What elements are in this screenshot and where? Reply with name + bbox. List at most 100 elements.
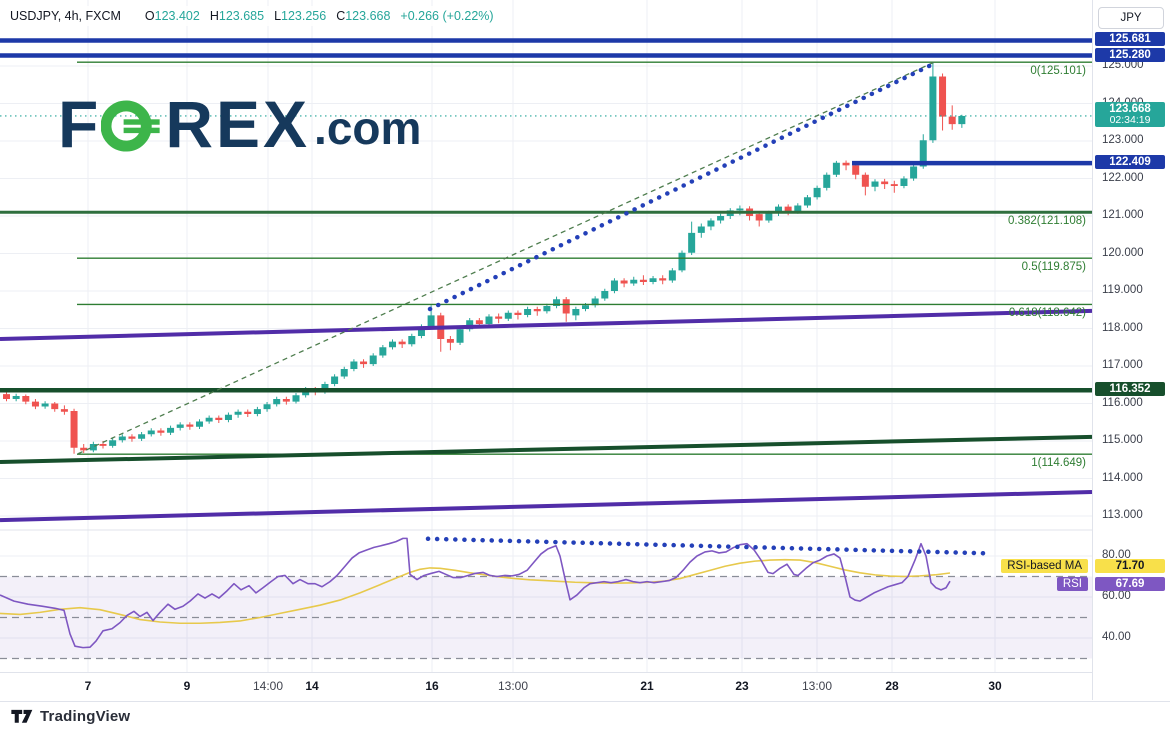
candle-body bbox=[939, 76, 947, 117]
candle bbox=[717, 213, 725, 224]
forex-com-watermark: F REX .com bbox=[58, 91, 421, 157]
candle-body bbox=[717, 216, 725, 221]
fib-level-label: 0.382(121.108) bbox=[1007, 214, 1086, 227]
candle bbox=[852, 162, 860, 180]
low-value: 123.256 bbox=[281, 9, 327, 23]
candle bbox=[929, 62, 937, 143]
price-level-chip: 125.681 bbox=[1095, 32, 1165, 47]
candle bbox=[524, 306, 532, 318]
candle-body bbox=[601, 291, 609, 299]
candle-body bbox=[340, 369, 348, 377]
candle bbox=[234, 409, 242, 418]
price-tick: 119.000 bbox=[1102, 284, 1143, 296]
candle bbox=[70, 408, 78, 454]
candle bbox=[861, 172, 869, 196]
candle bbox=[437, 312, 445, 352]
candle-body bbox=[350, 361, 358, 369]
candle-body bbox=[620, 280, 628, 284]
candle-body bbox=[263, 404, 271, 410]
candle-body bbox=[215, 417, 223, 420]
price-tick: 114.000 bbox=[1102, 471, 1143, 484]
candle-body bbox=[253, 409, 261, 414]
candle bbox=[823, 172, 831, 191]
candle bbox=[610, 278, 618, 294]
rsi-ma-label[interactable]: RSI-based MA bbox=[1001, 559, 1088, 573]
candle bbox=[109, 438, 117, 448]
candle-body bbox=[379, 347, 387, 356]
rsi-label[interactable]: RSI bbox=[1056, 577, 1088, 592]
candle bbox=[755, 211, 763, 227]
candle-body bbox=[668, 270, 676, 281]
candle-body bbox=[572, 309, 580, 316]
candle-body bbox=[832, 162, 840, 175]
candle-body bbox=[514, 312, 522, 315]
candle bbox=[224, 412, 232, 423]
candle-body bbox=[292, 395, 300, 402]
rsi-divergence-dotted[interactable] bbox=[425, 536, 991, 556]
candle-body bbox=[51, 403, 59, 410]
uptrend-dotted[interactable] bbox=[427, 61, 936, 312]
candle-body bbox=[417, 326, 425, 336]
current-price-chip: 123.668 02:34:19 bbox=[1095, 101, 1165, 127]
symbol-legend: USDJPY, 4h, FXCM O 123.402 H 123.685 L 123.… bbox=[10, 6, 502, 26]
candle bbox=[282, 396, 290, 405]
candle bbox=[128, 434, 136, 442]
candle-body bbox=[794, 205, 802, 212]
candle bbox=[871, 179, 879, 192]
candle bbox=[591, 296, 599, 308]
candle bbox=[292, 393, 300, 404]
candle bbox=[360, 359, 368, 368]
candle bbox=[51, 402, 59, 412]
candle bbox=[562, 297, 570, 322]
chip-price: 123.668 bbox=[1109, 102, 1151, 115]
candle-body bbox=[99, 444, 107, 446]
time-axis[interactable]: 7 9 14:00 14 16 13:00 21 23 13:00 28 30 bbox=[0, 672, 1170, 702]
candle-body bbox=[80, 447, 88, 451]
fib-baseline-dashed[interactable] bbox=[77, 61, 935, 455]
change-value: +0.266 (+0.22%) bbox=[400, 9, 494, 23]
tradingview-attribution[interactable]: TradingView bbox=[10, 706, 130, 726]
candle-body bbox=[697, 226, 705, 233]
candle-body bbox=[3, 394, 10, 399]
candle-body bbox=[466, 320, 474, 330]
candle bbox=[379, 345, 387, 358]
rsi-tick: 40.00 bbox=[1102, 631, 1131, 643]
candle-body bbox=[630, 279, 638, 284]
chip-price: 116.352 bbox=[1109, 383, 1151, 396]
candle bbox=[389, 339, 396, 350]
price-tick: 113.000 bbox=[1102, 509, 1143, 521]
forex-o-logo-icon bbox=[101, 100, 160, 152]
rsi-value-chip: 71.70 bbox=[1095, 559, 1165, 573]
candle bbox=[707, 218, 715, 231]
candle-body bbox=[852, 165, 860, 175]
drawn-level-line[interactable] bbox=[0, 434, 1092, 464]
candle-body bbox=[109, 440, 117, 446]
rsi-value-chip: 67.69 bbox=[1095, 577, 1165, 592]
symbol-title[interactable]: USDJPY, 4h, FXCM bbox=[10, 9, 121, 23]
candle bbox=[60, 405, 68, 415]
chart-canvas[interactable] bbox=[0, 0, 1092, 672]
drawn-level-line[interactable] bbox=[0, 490, 1092, 523]
candle-body bbox=[22, 396, 30, 402]
candle bbox=[80, 444, 88, 453]
candle bbox=[688, 221, 696, 255]
candle-body bbox=[12, 396, 20, 399]
candle bbox=[485, 314, 493, 327]
candle-body bbox=[524, 309, 532, 315]
candle-body bbox=[765, 213, 773, 221]
candle bbox=[340, 366, 348, 379]
currency-toggle-jpy[interactable]: JPY bbox=[1098, 7, 1164, 29]
candle-body bbox=[176, 424, 184, 428]
candle bbox=[813, 185, 821, 200]
candle bbox=[572, 306, 580, 321]
candle-body bbox=[678, 252, 686, 271]
candle-body bbox=[224, 414, 232, 420]
price-scale[interactable]: JPY 125.000124.000123.000122.000121.0001… bbox=[1092, 0, 1170, 700]
candle-body bbox=[60, 409, 68, 412]
candle bbox=[196, 419, 203, 429]
drawn-level-line[interactable] bbox=[0, 308, 1092, 341]
candle-body bbox=[543, 306, 551, 312]
candle-body bbox=[582, 305, 589, 309]
candle-body bbox=[823, 174, 831, 188]
candle bbox=[910, 163, 918, 181]
